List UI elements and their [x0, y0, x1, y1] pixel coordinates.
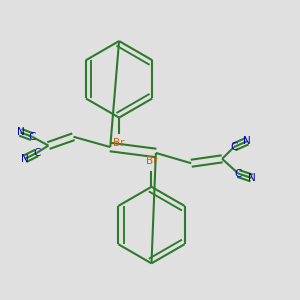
Text: Br: Br [113, 138, 125, 148]
Text: C: C [33, 148, 40, 158]
Text: C: C [235, 169, 242, 178]
Text: C: C [230, 142, 238, 152]
Text: N: N [21, 154, 29, 164]
Text: C: C [28, 132, 36, 142]
Text: N: N [248, 173, 256, 183]
Text: N: N [16, 127, 24, 137]
Text: Br: Br [146, 156, 157, 166]
Text: N: N [243, 136, 251, 146]
